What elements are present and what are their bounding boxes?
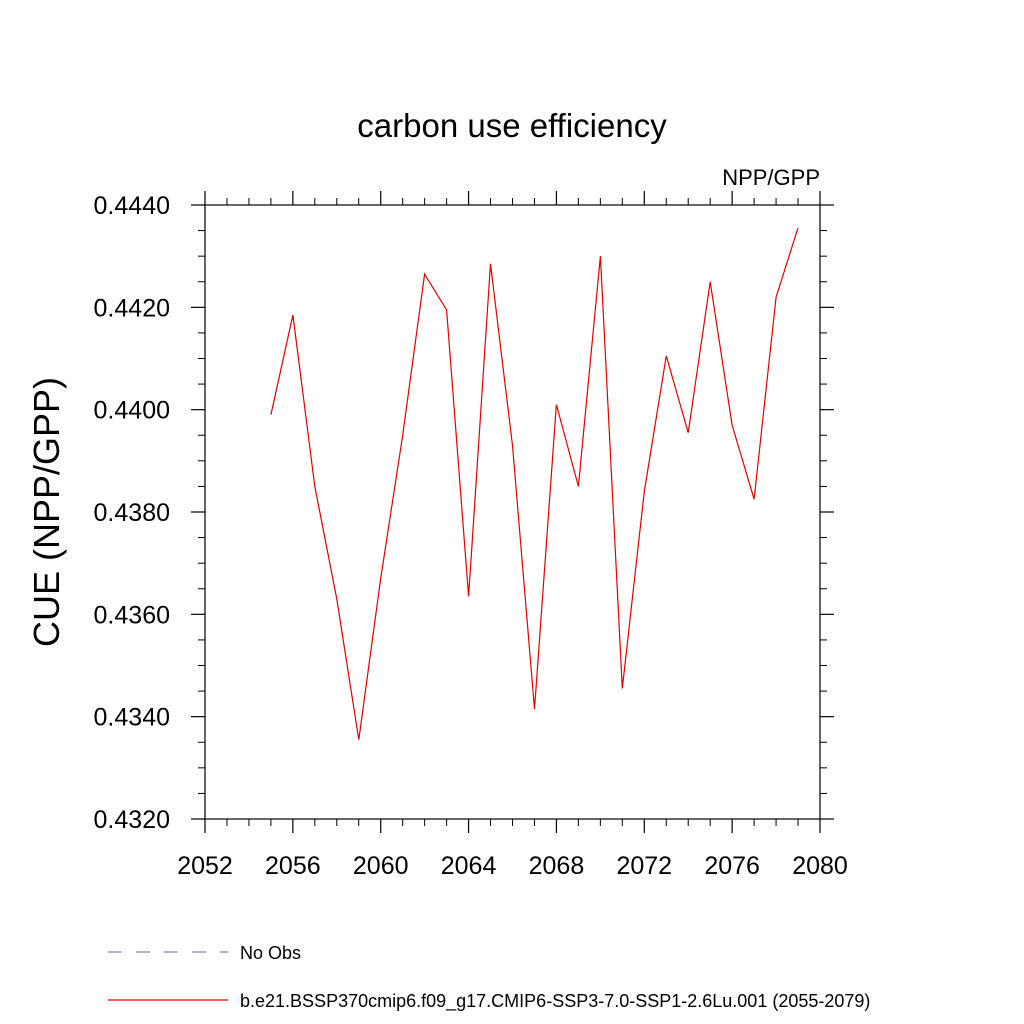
data-point	[379, 577, 382, 580]
data-point	[357, 738, 360, 741]
legend-label: No Obs	[240, 943, 301, 963]
data-point	[731, 424, 734, 427]
x-tick-label: 2072	[616, 852, 672, 880]
y-tick-label: 0.4400	[94, 397, 170, 425]
y-tick-label: 0.4320	[94, 806, 170, 834]
x-tick-label: 2068	[529, 852, 585, 880]
x-tick-label: 2076	[704, 852, 760, 880]
x-tick-label: 2056	[265, 852, 321, 880]
y-tick-label: 0.4340	[94, 704, 170, 732]
series-line	[270, 227, 799, 740]
data-point	[687, 431, 690, 434]
x-tick-labels: 2052 2056 2060 2064 2068 2072 2076 2080	[177, 852, 848, 880]
legend-label: b.e21.BSSP370cmip6.f09_g17.CMIP6-SSP3-7.…	[240, 991, 870, 1012]
data-point	[709, 280, 712, 283]
data-point	[775, 296, 778, 299]
data-point	[511, 444, 514, 447]
plot-frame	[204, 204, 821, 820]
x-tick-label: 2052	[177, 852, 233, 880]
data-point	[335, 597, 338, 600]
data-point	[313, 485, 316, 488]
data-point	[269, 413, 272, 416]
data-point	[599, 255, 602, 258]
data-point	[291, 314, 294, 317]
x-tick-label: 2060	[353, 852, 409, 880]
y-tick-label: 0.4420	[94, 294, 170, 322]
data-point	[467, 595, 470, 598]
data-point	[797, 227, 800, 230]
x-tick-label: 2080	[792, 852, 848, 880]
y-tick-label: 0.4380	[94, 499, 170, 527]
data-point	[621, 687, 624, 690]
y-tick-label: 0.4440	[94, 192, 170, 220]
y-axis-label: CUE (NPP/GPP)	[26, 377, 67, 647]
data-point	[643, 490, 646, 493]
chart-title: carbon use efficiency	[357, 107, 667, 144]
data-point	[753, 498, 756, 501]
x-tick-label: 2064	[441, 852, 497, 880]
data-point	[665, 354, 668, 357]
data-point	[577, 485, 580, 488]
y-tick-labels: 0.4320 0.4340 0.4360 0.4380 0.4400 0.4420 0.44…	[94, 192, 170, 834]
axis-ticks	[191, 191, 834, 833]
chart-subtitle: NPP/GPP	[722, 165, 820, 190]
data-point	[445, 308, 448, 311]
data-point	[555, 403, 558, 406]
data-point	[423, 273, 426, 276]
series-lines	[269, 227, 800, 741]
data-point	[489, 262, 492, 265]
data-point	[401, 434, 404, 437]
y-tick-label: 0.4360	[94, 601, 170, 629]
legend: No Obs b.e21.BSSP370cmip6.f09_g17.CMIP6-S…	[108, 943, 870, 1012]
data-point	[533, 707, 536, 710]
